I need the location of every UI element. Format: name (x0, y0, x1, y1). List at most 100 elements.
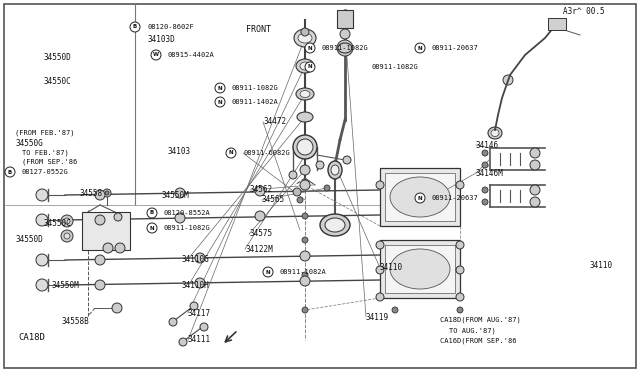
Circle shape (530, 148, 540, 158)
Circle shape (337, 40, 353, 56)
Circle shape (289, 171, 297, 179)
Ellipse shape (328, 161, 342, 179)
Circle shape (36, 214, 48, 226)
Bar (337, 10, 353, 28)
Bar (385, 173, 455, 221)
Circle shape (215, 83, 225, 93)
Text: 34550C: 34550C (44, 77, 72, 87)
Circle shape (376, 241, 384, 249)
Circle shape (482, 187, 488, 193)
Text: 08911-1082G: 08911-1082G (164, 225, 211, 231)
Circle shape (103, 189, 111, 197)
Circle shape (302, 272, 308, 278)
Circle shape (376, 266, 384, 274)
Text: 08911-1082G: 08911-1082G (372, 64, 419, 70)
Circle shape (114, 213, 122, 221)
Circle shape (95, 190, 105, 200)
Text: 34119: 34119 (366, 312, 389, 321)
Text: TO FEB.'87): TO FEB.'87) (22, 150, 68, 156)
Circle shape (482, 199, 488, 205)
Text: N: N (308, 45, 312, 51)
Circle shape (530, 160, 540, 170)
Text: CA16D(FROM SEP.'86: CA16D(FROM SEP.'86 (440, 338, 516, 344)
Ellipse shape (64, 233, 70, 239)
Circle shape (305, 43, 315, 53)
Circle shape (301, 28, 309, 36)
Text: 08915-4402A: 08915-4402A (168, 52, 215, 58)
Circle shape (482, 150, 488, 156)
Text: 08120-8602F: 08120-8602F (147, 24, 194, 30)
Text: W: W (153, 52, 159, 58)
Circle shape (95, 255, 105, 265)
Text: N: N (266, 269, 270, 275)
Ellipse shape (61, 215, 73, 227)
Text: B: B (133, 25, 137, 29)
Bar (385, 245, 455, 293)
Circle shape (200, 323, 208, 331)
Text: 34146M: 34146M (476, 169, 504, 177)
Ellipse shape (300, 90, 310, 97)
Text: N: N (150, 225, 154, 231)
Text: N: N (218, 99, 222, 105)
Bar (548, 18, 566, 30)
Circle shape (297, 197, 303, 203)
Ellipse shape (297, 139, 313, 155)
Text: 08911-1082G: 08911-1082G (322, 45, 369, 51)
Text: 34550D: 34550D (15, 235, 43, 244)
Circle shape (293, 188, 301, 196)
Circle shape (343, 156, 351, 164)
Circle shape (456, 181, 464, 189)
Ellipse shape (297, 112, 313, 122)
Ellipse shape (338, 43, 352, 53)
Circle shape (36, 189, 48, 201)
Circle shape (300, 276, 310, 286)
Circle shape (300, 251, 310, 261)
Circle shape (95, 215, 105, 225)
Ellipse shape (488, 127, 502, 139)
Text: TO AUG.'87): TO AUG.'87) (449, 328, 496, 334)
Circle shape (175, 213, 185, 223)
Text: 08911-1402A: 08911-1402A (232, 99, 279, 105)
Circle shape (302, 307, 308, 313)
Text: 34550C: 34550C (44, 218, 72, 228)
Text: 34122M: 34122M (245, 244, 273, 253)
Circle shape (169, 318, 177, 326)
Circle shape (302, 213, 308, 219)
Text: 34558B: 34558B (62, 317, 90, 326)
Text: 34562: 34562 (250, 186, 273, 195)
Text: 08911-20637: 08911-20637 (432, 45, 479, 51)
Circle shape (5, 167, 15, 177)
Circle shape (255, 211, 265, 221)
Circle shape (151, 50, 161, 60)
Text: N: N (218, 86, 222, 90)
Text: 34146: 34146 (476, 141, 499, 150)
Ellipse shape (491, 129, 499, 137)
Text: 34110G: 34110G (182, 254, 210, 263)
Text: 08911-1082G: 08911-1082G (232, 85, 279, 91)
Text: B: B (8, 170, 12, 174)
Text: CA18D: CA18D (18, 334, 45, 343)
Text: (FROM FEB.'87): (FROM FEB.'87) (15, 130, 74, 136)
Circle shape (190, 302, 198, 310)
Text: CA18D(FROM AUG.'87): CA18D(FROM AUG.'87) (440, 317, 521, 323)
Text: FRONT: FRONT (246, 26, 271, 35)
Text: N: N (228, 151, 234, 155)
Text: 34550D: 34550D (44, 54, 72, 62)
Circle shape (36, 279, 48, 291)
Circle shape (300, 180, 310, 190)
Circle shape (456, 293, 464, 301)
Text: N: N (418, 196, 422, 201)
Ellipse shape (61, 230, 73, 242)
Circle shape (147, 208, 157, 218)
Text: 34472: 34472 (263, 118, 286, 126)
Ellipse shape (293, 135, 317, 159)
Circle shape (175, 188, 185, 198)
Text: 08911-6082G: 08911-6082G (243, 150, 290, 156)
Text: 34111: 34111 (188, 336, 211, 344)
Circle shape (376, 293, 384, 301)
Text: 34558: 34558 (80, 189, 103, 198)
Circle shape (115, 243, 125, 253)
Circle shape (95, 280, 105, 290)
Ellipse shape (331, 165, 339, 175)
Circle shape (415, 43, 425, 53)
